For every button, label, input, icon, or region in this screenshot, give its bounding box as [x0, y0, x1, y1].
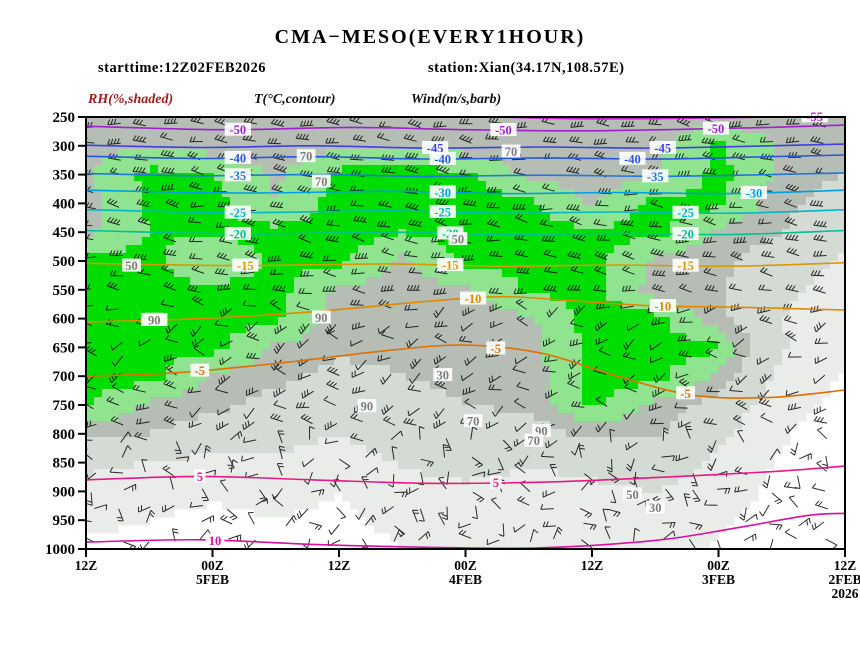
- temp-contour-label: -5: [491, 342, 501, 356]
- y-axis-tick-label: 800: [53, 427, 76, 443]
- y-axis-tick-label: 650: [53, 340, 76, 356]
- temp-contour-label: -30: [746, 186, 763, 200]
- y-axis-tick-label: 700: [53, 369, 76, 385]
- temp-contour-label: -50: [229, 123, 246, 137]
- x-axis-tick-label: 4FEB: [449, 572, 482, 587]
- temp-contour-label: 10: [209, 534, 222, 548]
- y-axis-tick-label: 950: [53, 513, 76, 529]
- temp-contour-label: -20: [677, 228, 694, 242]
- temp-contour--30: [86, 189, 845, 195]
- temp-contour-label: -35: [647, 170, 664, 184]
- temp-contour--40: [86, 154, 845, 160]
- y-axis-tick-label: 450: [53, 225, 76, 241]
- temp-contour--50: [86, 124, 845, 132]
- x-axis-tick-label: 00Z: [707, 558, 730, 573]
- temp-contour-label: -20: [229, 227, 246, 241]
- y-axis-tick-label: 600: [53, 312, 76, 328]
- chart-title: CMA−MESO(EVERY1HOUR): [274, 26, 586, 48]
- x-axis-tick-label: 3FEB: [702, 572, 735, 587]
- temp-contour-label: -10: [655, 300, 672, 314]
- temp-contour-label: -10: [465, 292, 482, 306]
- temp-contour-label: -25: [229, 206, 246, 220]
- temp-contour-label: -15: [442, 259, 459, 273]
- temp-contour-label: -40: [624, 152, 641, 166]
- temp-contour-label: 5: [197, 470, 203, 484]
- rh-contour-label: 50: [626, 488, 639, 502]
- temp-contour-label: -50: [708, 122, 725, 136]
- y-axis-tick-label: 750: [53, 398, 76, 414]
- x-axis-tick-label: 00Z: [454, 558, 477, 573]
- x-axis-tick-label: 2FEB: [828, 572, 860, 587]
- temp-contour-label: -40: [434, 152, 451, 166]
- temp-contour-label: -50: [495, 124, 512, 138]
- x-axis-tick-label: 12Z: [328, 558, 351, 573]
- rh-contour-label: 50: [125, 259, 138, 273]
- contour-label-layer: -55-50 -50 -50-45 -45-40 -40 -40-35 -35-30 -30-…: [122, 109, 828, 548]
- y-axis-tick-label: 850: [53, 456, 76, 472]
- station-text: station:Xian(34.17N,108.57E): [428, 60, 625, 76]
- temp-contour--45: [86, 143, 845, 149]
- temp-contour--35: [86, 172, 845, 178]
- x-axis-tick-label: 00Z: [201, 558, 224, 573]
- x-axis-tick-label: 2026: [832, 586, 859, 601]
- axes-layer: 2503003504004505005506006507007508008509…: [45, 110, 860, 601]
- rh-contour-label: 70: [528, 434, 541, 448]
- y-axis-tick-label: 350: [53, 168, 76, 184]
- rh-contour-label: 30: [436, 369, 449, 383]
- x-axis-tick-label: 12Z: [75, 558, 98, 573]
- temp-contour-label: -15: [237, 259, 254, 273]
- y-axis-tick-label: 400: [53, 196, 76, 212]
- x-axis-tick-label: 5FEB: [196, 572, 229, 587]
- x-axis-tick-label: 12Z: [581, 558, 604, 573]
- temp-contour-label: -15: [677, 259, 694, 273]
- rh-contour-label: 70: [505, 145, 518, 159]
- temp-contour-label: -35: [229, 169, 246, 183]
- temp-contour-label: 5: [493, 476, 499, 490]
- x-axis-tick-label: 12Z: [834, 558, 857, 573]
- rh-contour-label: 90: [315, 311, 328, 325]
- rh-shading-layer: [86, 117, 845, 549]
- y-axis-tick-label: 250: [53, 110, 76, 126]
- rh-contour-label: 70: [300, 150, 313, 164]
- rh-contour-label: 30: [649, 501, 662, 515]
- temp-contour--10: [86, 295, 845, 323]
- y-axis-tick-label: 300: [53, 139, 76, 155]
- temp-contour-5: [86, 465, 845, 485]
- y-axis-tick-label: 550: [53, 283, 76, 299]
- rh-contour-label: 70: [467, 415, 480, 429]
- temp-contour-label: -5: [195, 364, 205, 378]
- y-axis-tick-label: 1000: [45, 542, 75, 558]
- legend-rh-shaded: RH(%,shaded): [88, 92, 174, 107]
- starttime-text: starttime:12Z02FEB2026: [98, 60, 267, 76]
- y-axis-tick-label: 500: [53, 254, 76, 270]
- temp-contour-label: -25: [677, 206, 694, 220]
- temp-contour-label: -40: [229, 151, 246, 165]
- rh-contour-label: 50: [452, 233, 465, 247]
- rh-contour-label: 90: [361, 400, 374, 414]
- temp-contour-label: -25: [434, 205, 451, 219]
- legend-wind-barb: Wind(m/s,barb): [411, 92, 502, 107]
- rh-contour-label: 90: [148, 313, 161, 327]
- temp-contour-label: -45: [655, 141, 672, 155]
- y-axis-tick-label: 900: [53, 484, 76, 500]
- temp-contour-label: -5: [680, 387, 690, 401]
- legend-temperature-contour: T(°C,contour): [254, 92, 336, 107]
- rh-contour-label: 70: [315, 175, 328, 189]
- temp-contour-label: -30: [434, 186, 451, 200]
